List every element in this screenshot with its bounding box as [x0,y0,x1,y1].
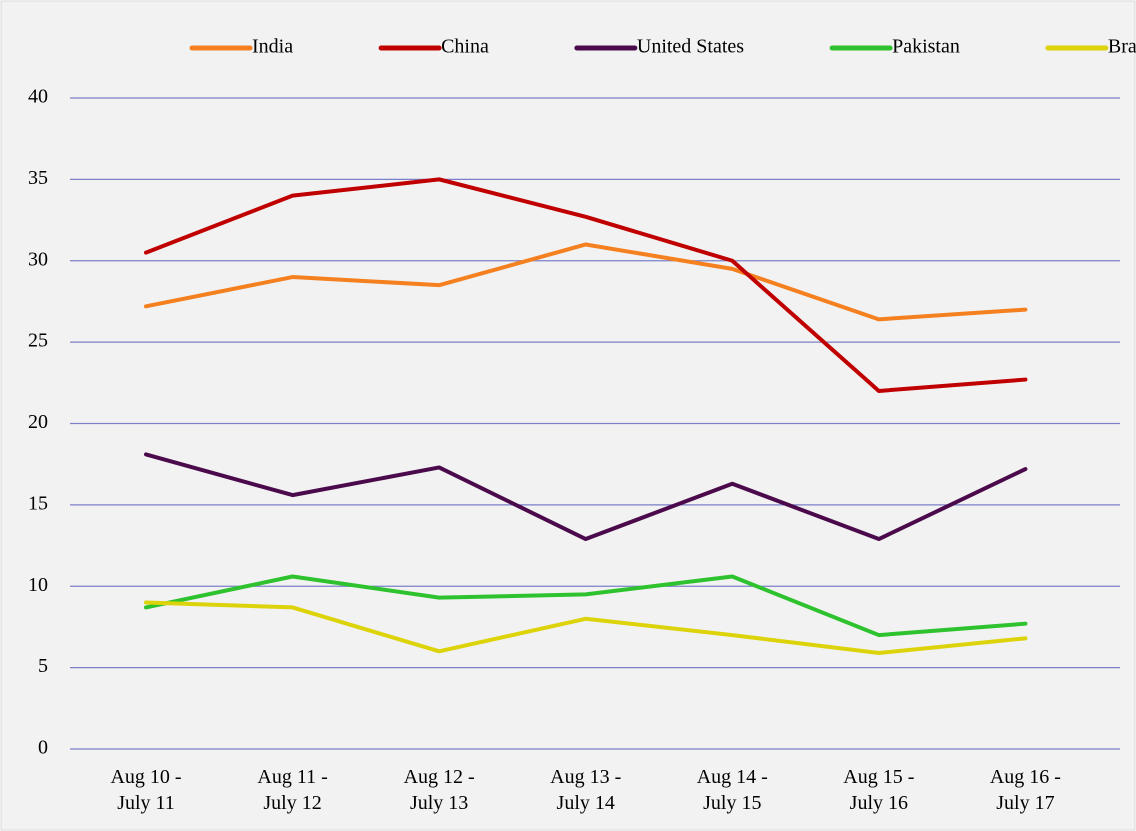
y-tick-label: 0 [38,737,48,759]
y-tick-label: 20 [28,411,48,433]
x-tick-label: Aug 14 -July 15 [697,766,768,814]
x-tick-label: Aug 11 -July 12 [257,766,327,814]
series-line [144,600,1028,655]
y-tick-label: 15 [28,492,48,514]
legend-label: Pakistan [892,36,960,58]
x-tick-label: Aug 15 -July 16 [843,766,914,814]
y-tick-label: 40 [28,86,48,108]
legend-label: China [441,36,489,58]
series-line [144,177,1028,393]
legend-label: India [252,36,293,58]
y-tick-label: 10 [28,574,48,596]
x-tick-label: Aug 12 -July 13 [404,766,475,814]
legend-label: Brazil [1108,36,1136,58]
y-tick-label: 30 [28,248,48,270]
y-tick-label: 5 [38,655,48,677]
x-tick-label: Aug 10 -July 11 [110,766,181,814]
y-tick-label: 25 [28,330,48,352]
series-line [144,574,1028,638]
x-tick-label: Aug 13 -July 14 [550,766,621,814]
series-line [144,242,1028,322]
series-line [144,452,1028,542]
y-tick-label: 35 [28,167,48,189]
x-tick-label: Aug 16 -July 17 [990,766,1061,814]
legend-label: United States [637,36,744,58]
